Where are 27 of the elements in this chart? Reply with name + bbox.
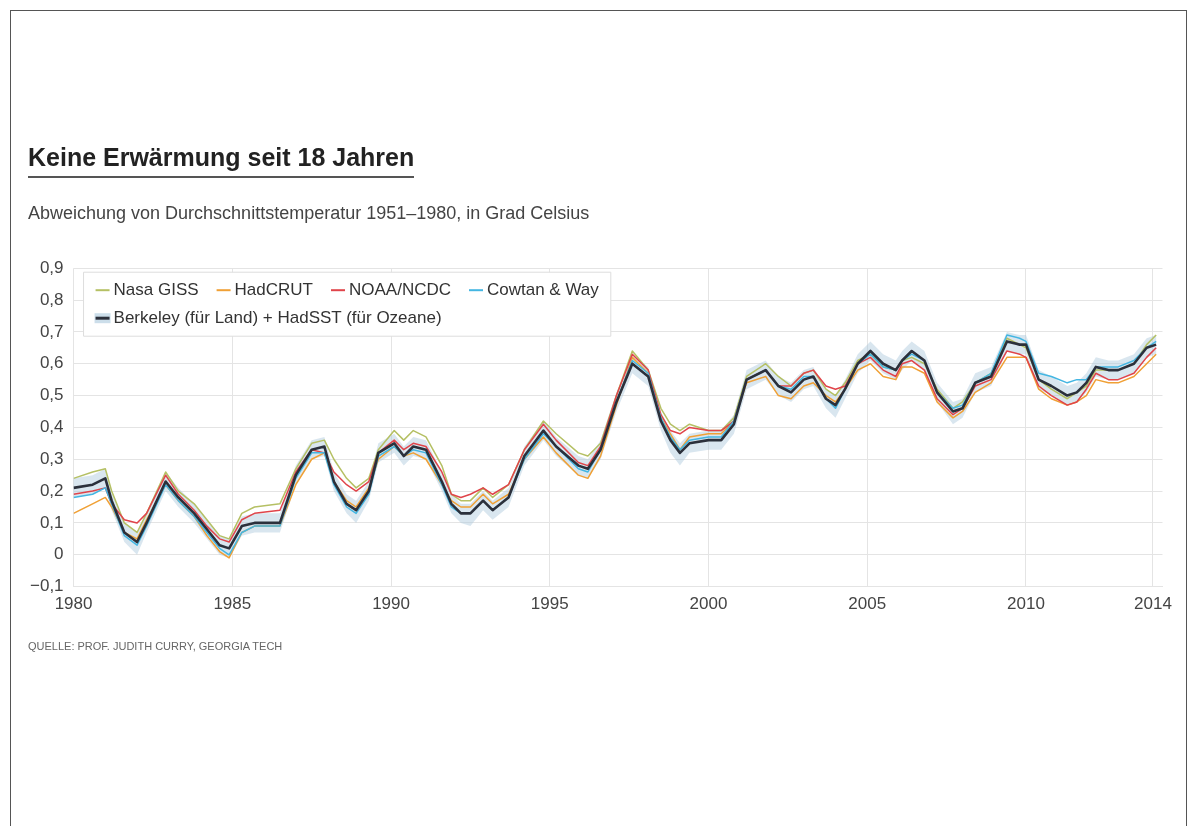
legend-label: HadCRUT — [234, 279, 313, 299]
y-tick-label: 0,9 — [39, 257, 64, 277]
y-tick-label: 0,6 — [39, 353, 64, 373]
legend-label: Berkeley (für Land) + HadSST (für Ozeane) — [113, 307, 442, 327]
y-tick-label: −0,1 — [30, 576, 64, 596]
y-tick-label: 0,3 — [39, 448, 64, 468]
y-tick-label: 0,2 — [39, 480, 64, 500]
y-tick-label: 0,4 — [39, 417, 64, 437]
legend-label: Nasa GISS — [113, 279, 199, 299]
legend-label: NOAA/NCDC — [348, 279, 452, 299]
x-tick-label: 2014 — [1134, 594, 1172, 614]
y-tick-label: 0,5 — [39, 385, 64, 405]
legend-label: Cowtan & Way — [487, 279, 600, 299]
x-tick-label: 1980 — [54, 594, 93, 614]
x-tick-label: 1990 — [372, 594, 410, 614]
y-tick-label: 0,7 — [39, 321, 64, 341]
x-tick-label: 2010 — [1007, 594, 1045, 614]
chart-title: Keine Erwärmung seit 18 Jahren — [28, 143, 415, 178]
y-tick-label: 0,8 — [39, 289, 64, 309]
x-tick-label: 1995 — [530, 594, 569, 614]
x-tick-label: 2005 — [848, 594, 887, 614]
x-tick-label: 2000 — [689, 594, 728, 614]
y-tick-label: 0,1 — [39, 512, 64, 532]
source-note: QUELLE: PROF. JUDITH CURRY, GEORGIA TECH — [28, 640, 283, 652]
x-tick-label: 1985 — [213, 594, 252, 614]
y-tick-label: 0 — [54, 544, 64, 564]
chart-subtitle: Abweichung von Durchschnittstemperatur 1951–1980, in Grad Celsius — [28, 203, 590, 224]
